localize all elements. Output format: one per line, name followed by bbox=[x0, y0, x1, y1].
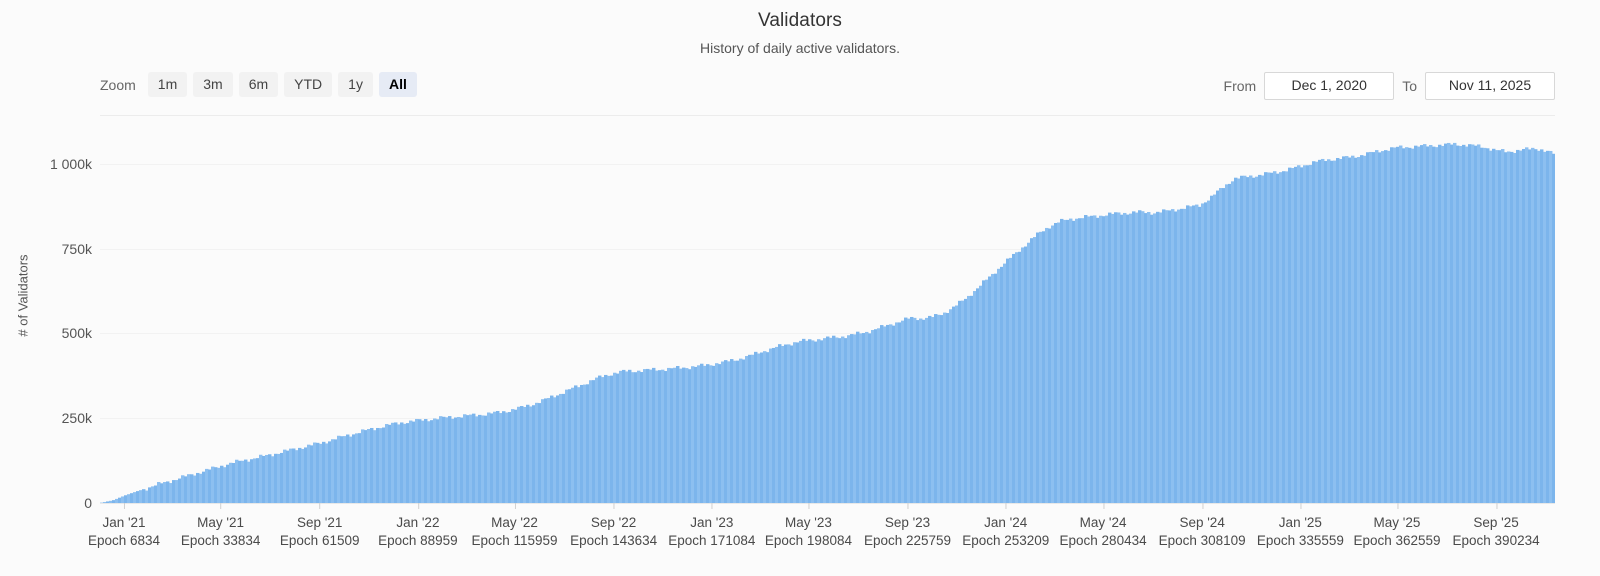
from-label: From bbox=[1223, 78, 1257, 94]
y-axis: 0 250k 500k 750k 1 000k bbox=[0, 0, 92, 576]
x-axis-tick-epoch: Epoch 171084 bbox=[668, 533, 756, 548]
x-axis-tick-epoch: Epoch 61509 bbox=[279, 533, 360, 548]
range-button-1m[interactable]: 1m bbox=[147, 72, 188, 97]
to-label: To bbox=[1402, 78, 1417, 94]
x-axis-tick-date: Sep '21 bbox=[297, 515, 343, 530]
x-axis-tick: May '24 Epoch 280434 bbox=[1060, 503, 1147, 548]
x-axis-tick: Jan '22 Epoch 88959 bbox=[378, 503, 458, 548]
x-axis-tick: May '23 Epoch 198084 bbox=[765, 503, 852, 548]
x-axis-tick-mark bbox=[1300, 503, 1302, 509]
x-axis-tick: Jan '25 Epoch 335559 bbox=[1257, 503, 1344, 548]
x-axis: Jan '21 Epoch 6834 May '21 Epoch 33834 Sep '… bbox=[88, 503, 1555, 563]
x-axis-tick: Sep '24 Epoch 308109 bbox=[1159, 503, 1246, 548]
x-axis-tick-epoch: Epoch 115959 bbox=[471, 533, 558, 548]
x-axis-tick: Sep '25 Epoch 390234 bbox=[1453, 503, 1540, 548]
x-axis-tick-mark bbox=[613, 503, 615, 509]
y-axis-tick-label: 750k bbox=[61, 240, 92, 257]
range-button-1y[interactable]: 1y bbox=[338, 72, 373, 97]
x-axis-tick-epoch: Epoch 253209 bbox=[962, 533, 1050, 548]
x-axis-tick-date: Jan '24 bbox=[984, 515, 1028, 530]
y-axis-tick-label: 1 000k bbox=[49, 155, 92, 172]
x-axis-tick-date: Sep '24 bbox=[1179, 515, 1225, 530]
y-axis-tick-label: 500k bbox=[61, 325, 92, 342]
x-axis-tick-mark bbox=[1005, 503, 1007, 509]
x-axis-tick-mark bbox=[1103, 503, 1105, 509]
x-axis-tick-epoch: Epoch 308109 bbox=[1158, 533, 1246, 548]
range-button-6m[interactable]: 6m bbox=[238, 72, 279, 97]
y-axis-tick-label: 0 bbox=[84, 495, 92, 511]
x-axis-tick-date: Sep '25 bbox=[1473, 515, 1519, 530]
y-axis-title: # of Validators bbox=[15, 254, 31, 337]
x-axis-tick: May '21 Epoch 33834 bbox=[180, 503, 261, 548]
x-axis-tick: Sep '21 Epoch 61509 bbox=[279, 503, 360, 548]
page-title: Validators bbox=[757, 10, 843, 31]
x-axis-tick: Jan '24 Epoch 253209 bbox=[962, 503, 1049, 548]
x-axis-tick-epoch: Epoch 88959 bbox=[378, 533, 458, 548]
x-axis-tick-epoch: Epoch 362559 bbox=[1353, 533, 1441, 548]
x-axis-tick-epoch: Epoch 143634 bbox=[570, 533, 658, 548]
x-axis-tick: May '22 Epoch 115959 bbox=[471, 503, 558, 548]
range-button-3m[interactable]: 3m bbox=[193, 72, 233, 97]
x-axis-tick-epoch: Epoch 390234 bbox=[1452, 533, 1540, 548]
range-selector: Zoom 1m 3m 6m YTD 1y All bbox=[100, 72, 417, 97]
range-button-all[interactable]: All bbox=[378, 72, 417, 97]
chart-subtitle: History of daily active validators. bbox=[700, 40, 900, 56]
x-axis-tick-mark bbox=[220, 503, 222, 509]
x-axis-tick-epoch: Epoch 6834 bbox=[87, 533, 161, 548]
x-axis-baseline bbox=[100, 503, 1555, 504]
x-axis-tick-mark bbox=[711, 503, 713, 509]
chart-plot-area[interactable] bbox=[100, 130, 1555, 503]
x-axis-tick-mark bbox=[514, 503, 516, 509]
x-axis-tick-epoch: Epoch 280434 bbox=[1059, 533, 1147, 548]
x-axis-tick-epoch: Epoch 198084 bbox=[764, 533, 852, 548]
x-axis-tick-epoch: Epoch 33834 bbox=[180, 533, 261, 548]
x-axis-tick: Jan '21 Epoch 6834 bbox=[88, 503, 160, 548]
range-button-ytd[interactable]: YTD bbox=[284, 72, 333, 97]
x-axis-tick-mark bbox=[1496, 503, 1498, 509]
x-axis-tick: Jan '23 Epoch 171084 bbox=[668, 503, 755, 548]
x-axis-tick-date: Jan '23 bbox=[690, 515, 734, 530]
x-axis-tick-epoch: Epoch 335559 bbox=[1256, 533, 1344, 548]
x-axis-tick: Sep '22 Epoch 143634 bbox=[570, 503, 657, 548]
zoom-label: Zoom bbox=[100, 76, 136, 93]
x-axis-tick-date: Jan '22 bbox=[396, 515, 440, 530]
x-axis-tick-date: Sep '22 bbox=[590, 515, 637, 530]
x-axis-tick-date: May '22 bbox=[491, 515, 538, 530]
x-axis-tick-mark bbox=[1202, 503, 1204, 509]
x-axis-tick: May '25 Epoch 362559 bbox=[1353, 503, 1441, 548]
x-axis-tick-date: Jan '21 bbox=[102, 515, 146, 530]
validators-area-series bbox=[100, 142, 1555, 503]
x-axis-tick-date: Sep '23 bbox=[884, 515, 931, 530]
x-axis-tick-mark bbox=[417, 503, 419, 509]
x-axis-tick-mark bbox=[808, 503, 810, 509]
x-axis-tick-mark bbox=[907, 503, 909, 509]
x-axis-tick-mark bbox=[319, 503, 321, 509]
x-axis-tick-date: May '21 bbox=[197, 515, 245, 530]
from-date-input[interactable]: Dec 1, 2020 bbox=[1264, 72, 1395, 100]
y-axis-tick-label: 250k bbox=[61, 410, 92, 427]
x-axis-tick-epoch: Epoch 225759 bbox=[863, 533, 952, 548]
x-axis-tick-mark bbox=[1396, 503, 1398, 509]
date-range-controls: From Dec 1, 2020 To Nov 11, 2025 bbox=[1224, 72, 1555, 100]
toolbar-divider bbox=[100, 115, 1555, 116]
x-axis-tick: Sep '23 Epoch 225759 bbox=[864, 503, 951, 548]
x-axis-tick-date: May '24 bbox=[1079, 515, 1127, 530]
x-axis-tick-date: Jan '25 bbox=[1278, 515, 1322, 530]
x-axis-tick-date: May '25 bbox=[1373, 515, 1421, 530]
to-date-input[interactable]: Nov 11, 2025 bbox=[1425, 72, 1555, 100]
x-axis-tick-mark bbox=[124, 503, 125, 509]
x-axis-tick-date: May '23 bbox=[785, 515, 832, 530]
